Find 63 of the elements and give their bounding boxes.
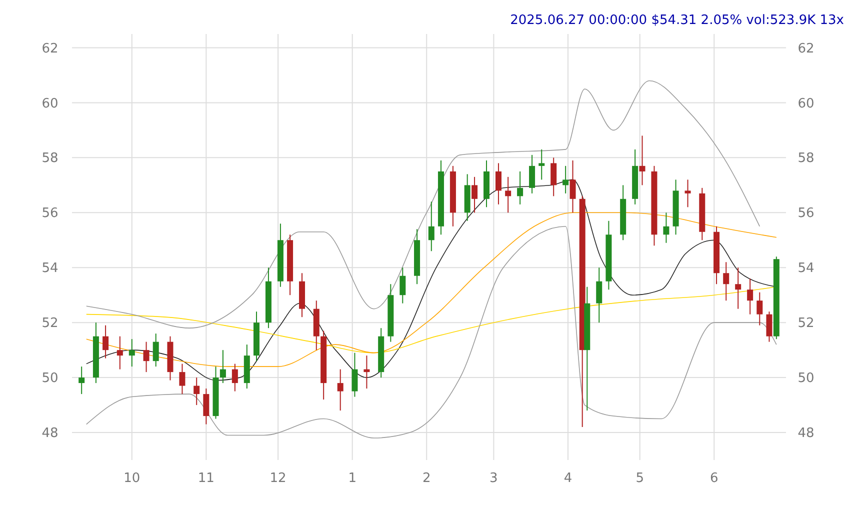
candlestick xyxy=(723,262,730,302)
candlestick xyxy=(684,179,691,208)
candlestick xyxy=(517,170,524,205)
candlestick xyxy=(639,135,646,186)
y2-tick-label: 62 xyxy=(798,41,814,56)
candlestick xyxy=(472,176,478,214)
x-tick-label: 10 xyxy=(124,471,140,486)
candlestick xyxy=(570,160,576,214)
line-series xyxy=(86,226,777,438)
candlestick xyxy=(505,176,512,214)
y2-tick-label: 54 xyxy=(798,261,814,276)
candlestick xyxy=(116,336,123,370)
x-tick-label: 2 xyxy=(422,471,431,486)
candlestick xyxy=(352,352,358,398)
y-tick-label: 50 xyxy=(42,371,58,386)
candlestick xyxy=(400,267,406,304)
y-tick-label: 52 xyxy=(42,316,58,332)
x-tick-label: 6 xyxy=(710,471,718,486)
y2-tick-label: 58 xyxy=(798,151,814,166)
candlestick xyxy=(663,212,670,244)
candlestick xyxy=(220,350,226,384)
y-tick-label: 54 xyxy=(42,261,58,276)
y-tick-label: 58 xyxy=(42,151,58,166)
y-tick-label: 56 xyxy=(42,206,58,222)
y-tick-label: 62 xyxy=(42,41,58,56)
candlestick xyxy=(756,292,763,326)
line-series xyxy=(86,212,777,367)
x-tick-label: 12 xyxy=(270,471,286,486)
candlestick xyxy=(143,341,150,373)
candlestick xyxy=(364,355,370,390)
candlestick xyxy=(596,267,602,324)
candlestick xyxy=(203,388,210,425)
x-tick-label: 11 xyxy=(198,471,214,486)
x-tick-label: 3 xyxy=(490,471,498,486)
candlestick xyxy=(428,201,434,252)
y2-tick-label: 60 xyxy=(798,96,814,112)
candlestick xyxy=(152,333,159,368)
candlestick xyxy=(562,165,569,194)
candlestick xyxy=(735,267,742,310)
candlestick xyxy=(179,363,186,395)
candlestick xyxy=(102,324,109,359)
candlestick xyxy=(194,377,200,406)
candlestick xyxy=(232,363,238,392)
y-tick-label: 48 xyxy=(42,426,58,442)
x-tick-label: 4 xyxy=(564,471,572,486)
candlestick xyxy=(550,157,557,197)
candlestick xyxy=(337,368,344,412)
y2-tick-label: 48 xyxy=(798,426,814,442)
y-tick-label: 60 xyxy=(42,96,58,112)
candlestick xyxy=(78,366,85,395)
chart-title: 2025.06.27 00:00:00 $54.31 2.05% vol:523.9K 13x xyxy=(510,13,844,28)
y2-tick-label: 56 xyxy=(798,206,814,222)
x-tick-label: 5 xyxy=(636,471,644,486)
candlestick xyxy=(766,311,772,342)
y2-tick-label: 52 xyxy=(798,316,814,332)
candlestick xyxy=(495,162,502,205)
candlestick xyxy=(529,154,536,194)
candlestick xyxy=(747,278,754,315)
line-series xyxy=(86,80,760,328)
candlestick xyxy=(128,338,135,368)
y2-tick-label: 50 xyxy=(798,371,814,386)
x-tick-label: 1 xyxy=(348,471,356,486)
candlestick xyxy=(538,148,545,180)
